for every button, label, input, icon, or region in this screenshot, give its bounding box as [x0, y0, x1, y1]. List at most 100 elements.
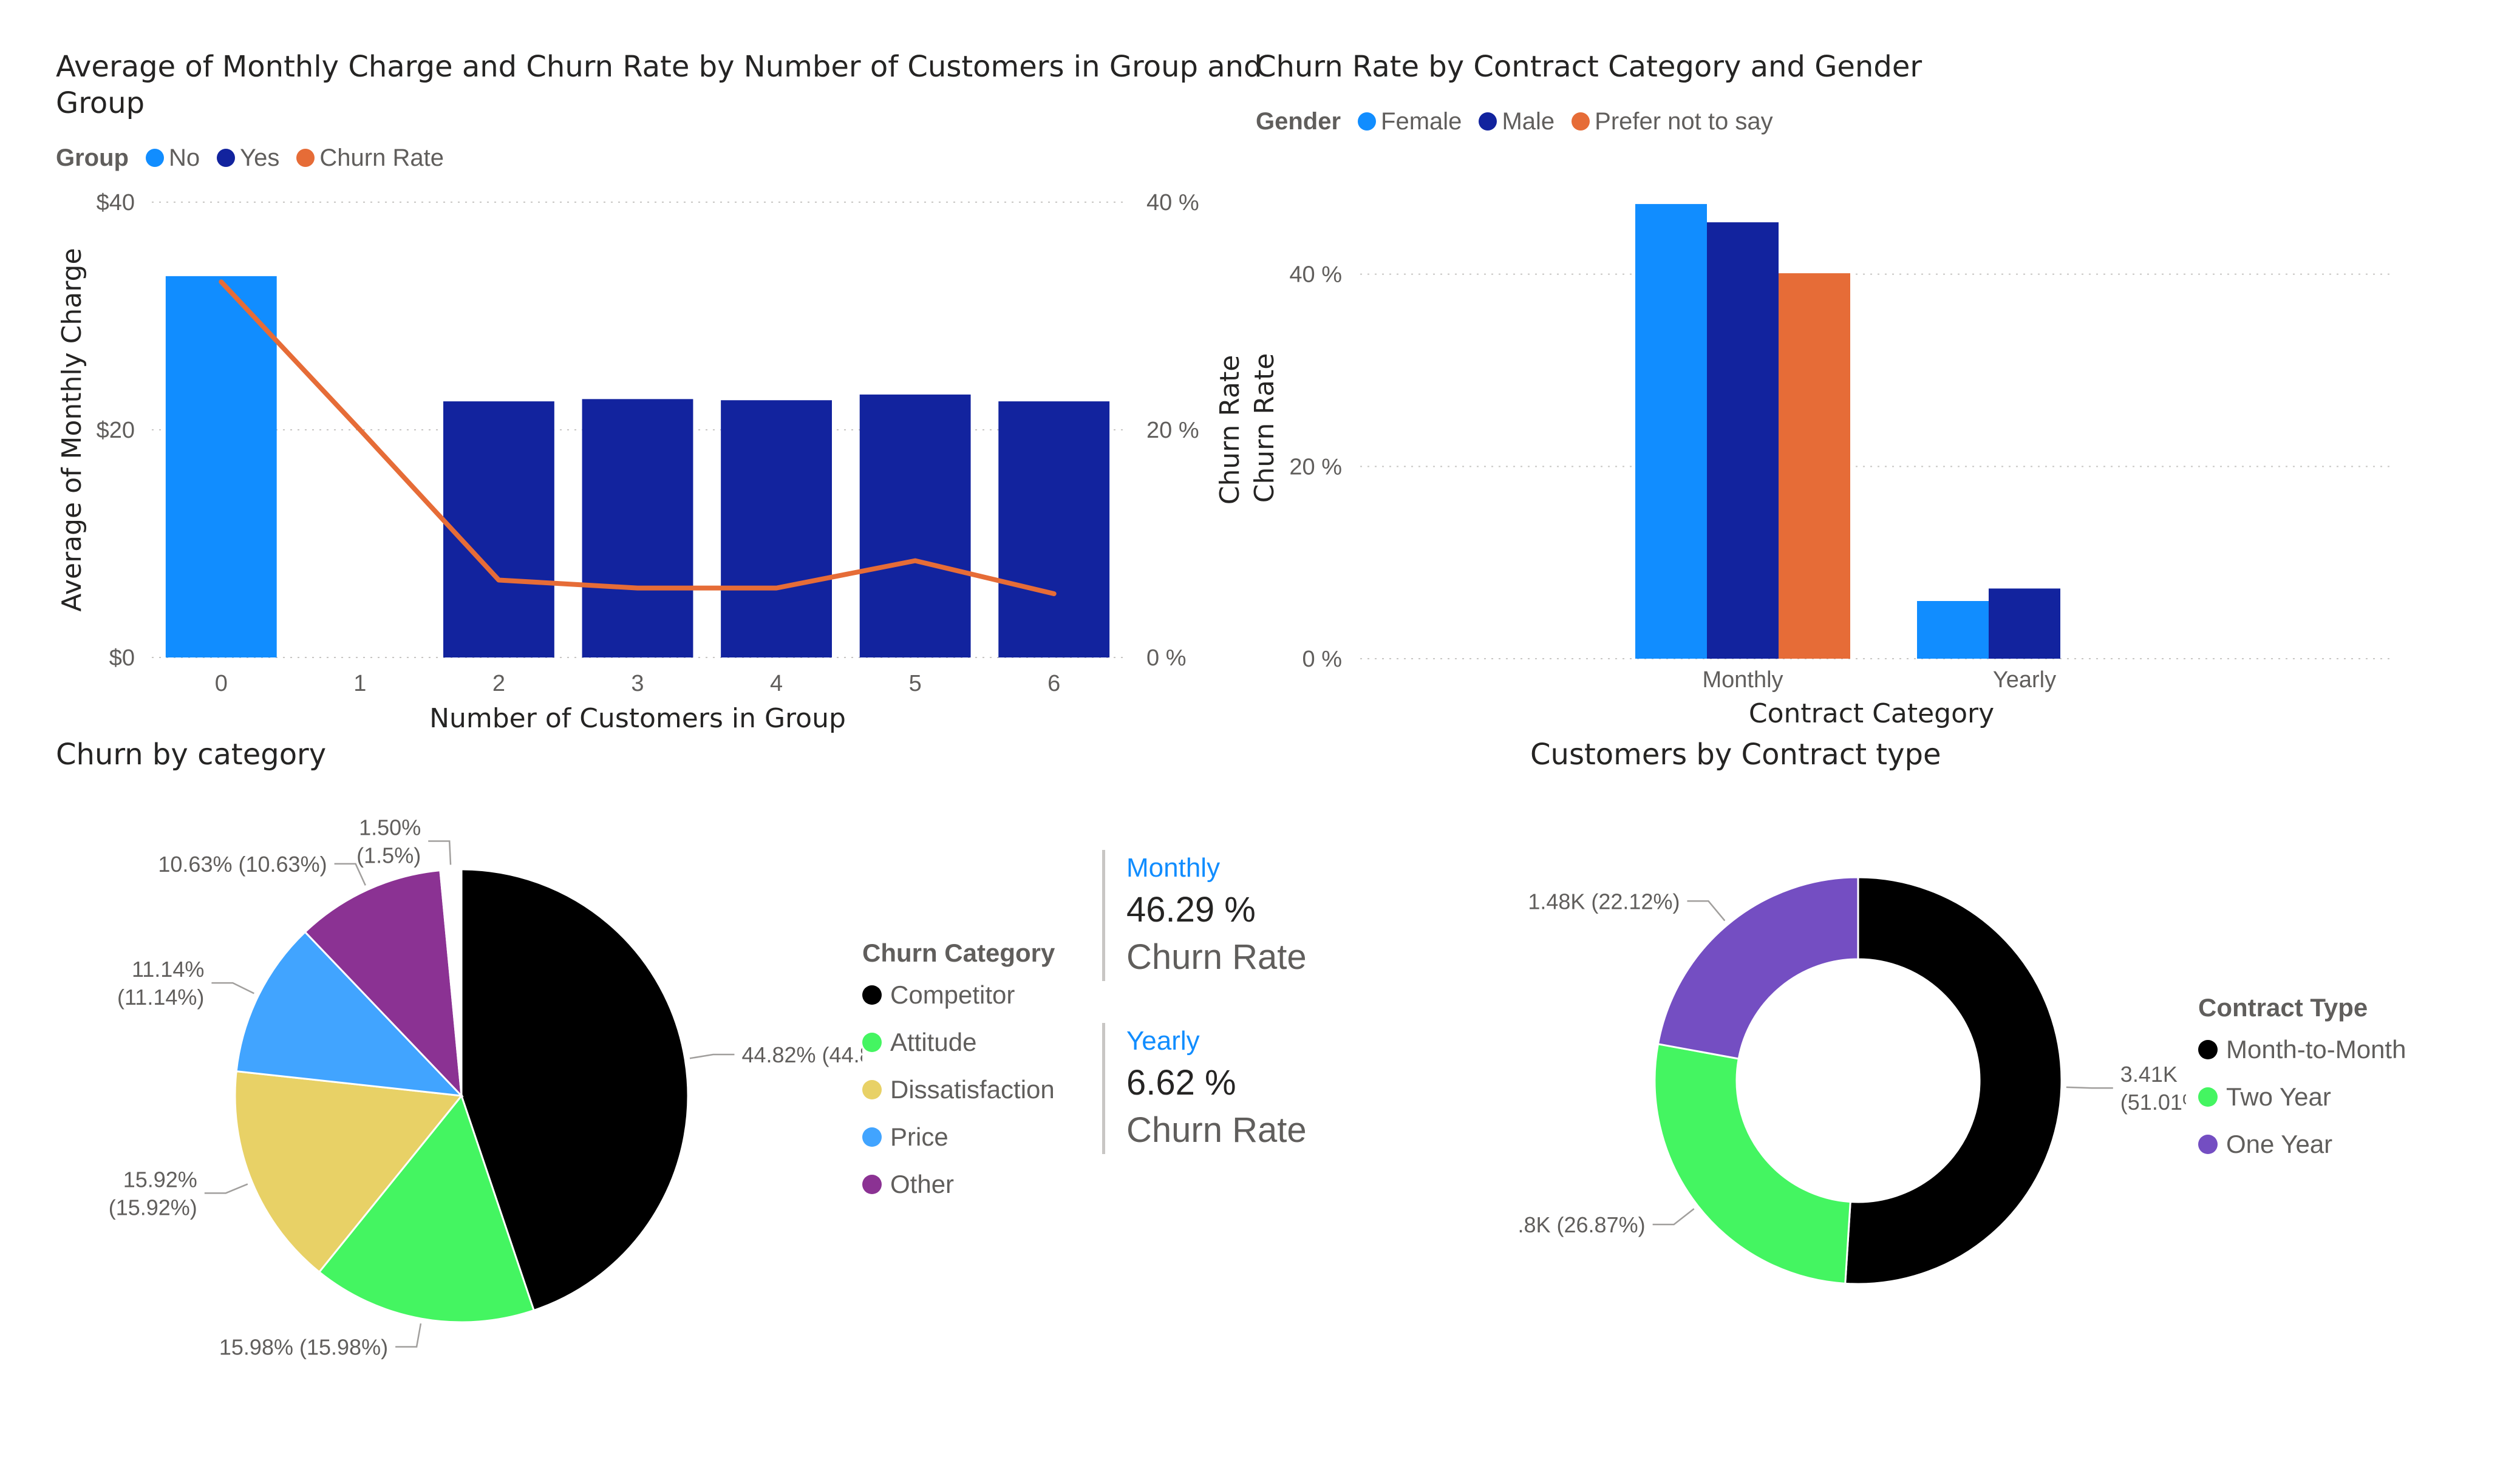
slice-other [304, 869, 463, 1099]
data-label: (51.01%) [2120, 1090, 2186, 1115]
leader-line [428, 840, 452, 865]
combo-chart-title-line2: Group [56, 86, 145, 120]
data-label: 1.48K (22.12%) [1528, 889, 1680, 914]
gender-legend-female-label: Female [1381, 107, 1462, 135]
slice-one-year [1657, 876, 1859, 1060]
kpi-card-monthly-sub: Churn Rate [1126, 937, 1307, 977]
x-tick-label: 0 [215, 671, 228, 696]
legend-dot-icon [296, 149, 315, 167]
donut-chart: 3.41K (51.01%) 1.8K (26.87%) 1.48K (22.12%) [1518, 876, 2186, 1285]
combo-legend-yes[interactable]: Yes [217, 144, 279, 172]
legend-dot-icon [862, 1127, 882, 1147]
pie-legend-dissatisfaction[interactable]: Dissatisfaction [862, 1066, 1055, 1113]
kpi-card-monthly-label: Monthly [1126, 853, 1221, 883]
donut-legend-one-year[interactable]: One Year [2198, 1121, 2406, 1168]
leader-line [1652, 1208, 1695, 1226]
slice-two-year [1653, 1042, 1851, 1285]
bar-male [1707, 222, 1779, 659]
leader-line [211, 982, 254, 994]
combo-legend-no-label: No [168, 144, 200, 171]
donut-legend-two-year-label: Two Year [2226, 1082, 2331, 1111]
bar-male [1989, 588, 2060, 659]
pie-legend-title: Churn Category [862, 939, 1055, 967]
y-tick-label: $20 [97, 418, 135, 443]
pie-legend: Churn Category Competitor Attitude Dissa… [862, 935, 1055, 1208]
donut-legend-two-year[interactable]: Two Year [2198, 1073, 2406, 1121]
pie-legend-competitor[interactable]: Competitor [862, 971, 1055, 1019]
y2-tick-label: 20 % [1146, 418, 1199, 443]
pie-legend-dissatisfaction-label: Dissatisfaction [890, 1075, 1055, 1104]
data-label: 11.14% [132, 957, 204, 982]
legend-dot-icon [862, 1175, 882, 1194]
leader-line [689, 1053, 735, 1059]
leader-line [334, 863, 366, 886]
slice-competitor [460, 868, 689, 1312]
slice-dissatisfaction [234, 1070, 463, 1274]
gender-legend-female[interactable]: Female [1358, 108, 1462, 135]
pie-legend-attitude[interactable]: Attitude [862, 1019, 1055, 1066]
combo-chart-title: Average of Monthly Charge and Churn Rate… [56, 49, 1262, 121]
x-axis-title: Number of Customers in Group [429, 703, 846, 734]
combo-legend-title: Group [56, 144, 129, 171]
pie-legend-price-label: Price [890, 1122, 948, 1151]
gender-legend-prefer-not-label: Prefer not to say [1595, 107, 1773, 135]
y2-tick-label: 0 % [1146, 645, 1186, 671]
leader-line [395, 1323, 422, 1348]
pie-legend-other[interactable]: Other [862, 1161, 1055, 1208]
combo-legend-churn-rate-label: Churn Rate [319, 144, 444, 171]
x-tick-label: 5 [909, 671, 922, 696]
slice-unlabeled [439, 868, 463, 1096]
donut-chart-title: Customers by Contract type [1530, 738, 1941, 772]
combo-legend: Group No Yes Churn Rate [56, 140, 450, 176]
legend-dot-icon [1479, 112, 1497, 131]
y-tick-label: 0 % [1303, 647, 1342, 672]
donut-legend: Contract Type Month-to-Month Two Year On… [2198, 990, 2406, 1168]
data-label: (11.14%) [117, 985, 204, 1010]
donut-legend-month-to-month-label: Month-to-Month [2226, 1035, 2406, 1064]
gender-legend-male-label: Male [1502, 107, 1555, 135]
bar-yes [582, 399, 693, 657]
y-axis-title: Average of Monthly Charge [56, 248, 87, 611]
pie-chart: 44.82% (44.82%) 15.98% (15.98%) 15.92% (15.… [109, 815, 862, 1359]
legend-dot-icon [862, 985, 882, 1005]
churn-rate-line [219, 279, 1057, 596]
pie-legend-price[interactable]: Price [862, 1113, 1055, 1161]
gender-chart: 0 % 20 % 40 % Monthly Yearly Contract Categor… [1249, 204, 2392, 729]
gender-legend-title: Gender [1256, 107, 1341, 135]
gender-chart-title: Churn Rate by Contract Category and Gend… [1256, 50, 1922, 84]
data-label: 15.92% [123, 1167, 197, 1192]
x-tick-label: 3 [631, 671, 644, 696]
y-tick-label: $40 [97, 190, 135, 216]
kpi-card-yearly-value: 6.62 % [1126, 1063, 1236, 1102]
pie-legend-other-label: Other [890, 1170, 955, 1198]
data-label: (1.5%) [356, 843, 421, 868]
legend-dot-icon [1358, 112, 1377, 131]
data-label: 44.82% (44.82%) [741, 1042, 862, 1067]
y-tick-label: 40 % [1289, 262, 1342, 288]
legend-dot-icon [862, 1033, 882, 1052]
combo-legend-no[interactable]: No [145, 144, 200, 172]
gender-legend-male[interactable]: Male [1479, 108, 1555, 135]
pie-chart-title: Churn by category [56, 738, 327, 772]
combo-legend-churn-rate[interactable]: Churn Rate [296, 144, 444, 172]
pie-legend-attitude-label: Attitude [890, 1028, 977, 1056]
x-tick-label: 4 [770, 671, 783, 696]
leader-line [2066, 1086, 2113, 1089]
legend-dot-icon [2198, 1135, 2218, 1154]
bar-yes [443, 401, 554, 657]
donut-legend-month-to-month[interactable]: Month-to-Month [2198, 1026, 2406, 1073]
kpi-card-monthly: Monthly 46.29 % Churn Rate [1102, 850, 1466, 981]
data-label: 1.8K (26.87%) [1518, 1212, 1646, 1237]
legend-dot-icon [2198, 1040, 2218, 1059]
bar-prefer-not-to-say [1779, 273, 1850, 659]
legend-dot-icon [145, 149, 164, 167]
slice-attitude [318, 1093, 536, 1323]
slice-month-to-month [1844, 876, 2063, 1285]
data-label: (15.92%) [109, 1195, 197, 1220]
y-axis-title: Churn Rate [1249, 353, 1280, 503]
donut-legend-title: Contract Type [2198, 993, 2368, 1022]
bar-yes [859, 394, 971, 657]
gender-legend-prefer-not[interactable]: Prefer not to say [1572, 108, 1773, 135]
data-label: 3.41K [2120, 1062, 2178, 1087]
x-axis-title: Contract Category [1749, 698, 1994, 729]
